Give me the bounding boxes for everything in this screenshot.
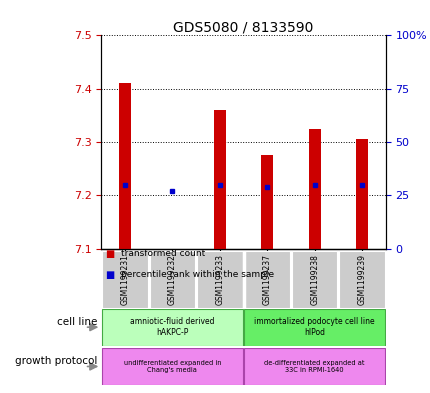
Text: growth protocol: growth protocol (15, 356, 97, 366)
Text: GSM1199232: GSM1199232 (168, 254, 176, 305)
Text: GSM1199238: GSM1199238 (310, 254, 318, 305)
Text: GSM1199231: GSM1199231 (120, 254, 129, 305)
Bar (197, 251, 242, 308)
Bar (102, 251, 147, 308)
Text: ■: ■ (105, 270, 114, 280)
Bar (261, 155, 273, 249)
Bar (308, 129, 320, 249)
Text: ■: ■ (105, 249, 114, 259)
Bar (102, 348, 242, 385)
Text: de-differentiated expanded at
33C in RPMI-1640: de-differentiated expanded at 33C in RPM… (264, 360, 364, 373)
Text: transformed count: transformed count (120, 249, 204, 258)
Text: percentile rank within the sample: percentile rank within the sample (120, 270, 273, 279)
Text: GSM1199239: GSM1199239 (357, 254, 366, 305)
Bar (291, 251, 337, 308)
Bar (355, 140, 367, 249)
Bar (244, 251, 289, 308)
Text: undifferentiated expanded in
Chang's media: undifferentiated expanded in Chang's med… (123, 360, 221, 373)
Text: GSM1199237: GSM1199237 (262, 254, 271, 305)
Title: GDS5080 / 8133590: GDS5080 / 8133590 (173, 20, 313, 34)
Bar (119, 83, 131, 249)
Bar (213, 110, 225, 249)
Text: GSM1199233: GSM1199233 (215, 254, 224, 305)
Text: amniotic-fluid derived
hAKPC-P: amniotic-fluid derived hAKPC-P (130, 318, 214, 337)
Text: immortalized podocyte cell line
hIPod: immortalized podocyte cell line hIPod (254, 318, 374, 337)
Bar (149, 251, 195, 308)
Bar (102, 309, 242, 346)
Text: cell line: cell line (56, 317, 97, 327)
Bar (244, 309, 384, 346)
Bar (338, 251, 384, 308)
Bar (244, 348, 384, 385)
